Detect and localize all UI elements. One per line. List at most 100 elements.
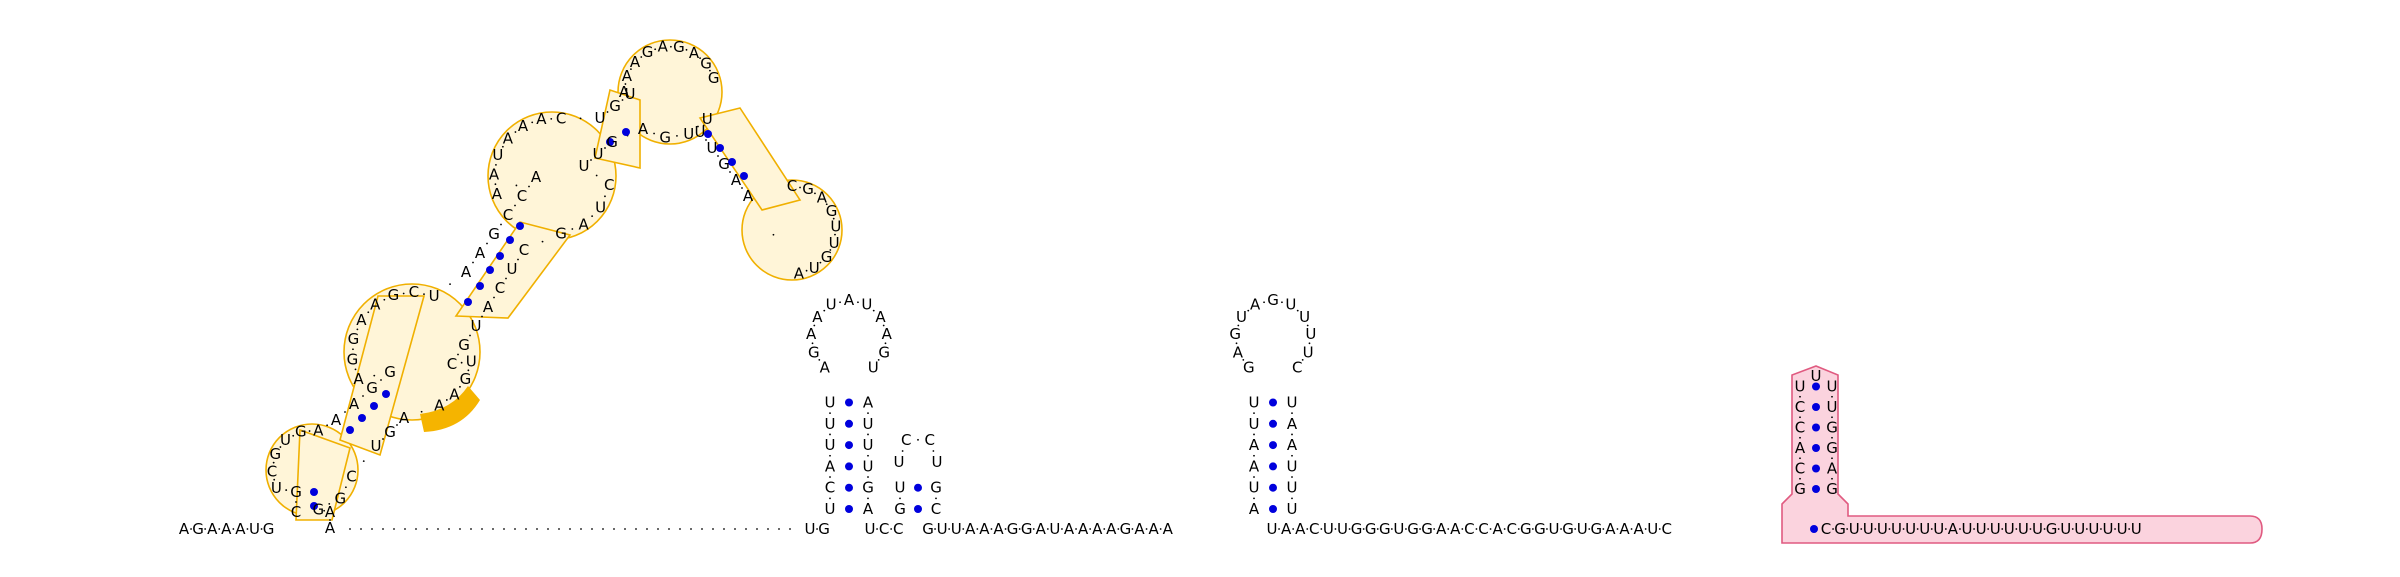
backbone-tick bbox=[935, 497, 937, 500]
nucleotide: G bbox=[1365, 520, 1377, 538]
backbone-tick bbox=[591, 528, 593, 530]
backbone-tick bbox=[260, 528, 263, 530]
backbone-tick bbox=[867, 412, 869, 415]
domain-2-outline bbox=[1781, 365, 2263, 544]
backbone-tick bbox=[514, 131, 517, 133]
backbone-tick bbox=[404, 528, 406, 530]
base-pair-dot bbox=[1812, 423, 1820, 432]
backbone-tick bbox=[789, 528, 791, 530]
nucleotide: U bbox=[595, 109, 606, 127]
nucleotide: A bbox=[1036, 520, 1047, 538]
backbone-tick bbox=[1278, 528, 1280, 530]
nucleotide: U bbox=[1863, 520, 1874, 538]
backbone-tick bbox=[272, 461, 275, 464]
nucleotide: G bbox=[609, 97, 621, 115]
backbone-tick bbox=[525, 528, 527, 530]
backbone-tick bbox=[1242, 358, 1245, 361]
backbone-tick bbox=[613, 528, 615, 530]
backbone-tick bbox=[834, 233, 836, 236]
nucleotide: G bbox=[1834, 520, 1846, 538]
backbone-tick bbox=[709, 69, 711, 72]
backbone-tick bbox=[1281, 301, 1283, 304]
base-pair-dot bbox=[496, 252, 504, 260]
nucleotide: A bbox=[812, 308, 823, 326]
backbone-tick bbox=[1831, 395, 1833, 398]
backbone-tick bbox=[934, 528, 936, 530]
base-pair-dot bbox=[1812, 403, 1820, 411]
backbone-tick bbox=[1348, 528, 1351, 530]
backbone-tick bbox=[2128, 528, 2131, 530]
nucleotide: A bbox=[844, 291, 855, 309]
nucleotide: A bbox=[820, 358, 831, 376]
nucleotide: G bbox=[700, 55, 712, 73]
backbone-tick bbox=[818, 358, 821, 361]
backbone-tick bbox=[884, 342, 887, 345]
backbone-tick bbox=[1973, 528, 1975, 530]
nucleotide: A bbox=[1281, 520, 1292, 538]
backbone-tick bbox=[373, 374, 376, 377]
backbone-tick bbox=[1799, 477, 1801, 480]
backbone-tick bbox=[1644, 528, 1647, 530]
backbone-tick bbox=[1263, 301, 1265, 304]
nucleotide: A bbox=[483, 298, 494, 316]
backbone-tick bbox=[653, 132, 655, 135]
backbone-tick bbox=[402, 292, 405, 295]
nucleotide: A bbox=[353, 370, 364, 388]
nucleotide: G bbox=[1421, 520, 1433, 538]
nucleotide: G bbox=[1826, 480, 1838, 498]
nucleotide: G bbox=[1007, 520, 1019, 538]
nucleotide: U bbox=[863, 415, 874, 433]
backbone-tick bbox=[669, 45, 672, 48]
nucleotide: U bbox=[2060, 520, 2071, 538]
backbone-tick bbox=[467, 369, 470, 372]
backbone-tick bbox=[1032, 528, 1035, 530]
backbone-tick bbox=[778, 528, 780, 530]
nucleotide: C bbox=[267, 462, 277, 480]
nucleotide: U bbox=[1287, 457, 1298, 475]
nucleotide: U bbox=[1337, 520, 1348, 538]
nucleotide: G bbox=[878, 343, 890, 361]
nucleotide: G bbox=[1379, 520, 1391, 538]
nucleotide: A bbox=[1106, 520, 1117, 538]
backbone-tick bbox=[685, 48, 688, 51]
nucleotide: G bbox=[1407, 520, 1419, 538]
nucleotide: U bbox=[1249, 394, 1260, 412]
backbone-tick bbox=[1602, 528, 1605, 530]
backbone-tick bbox=[1987, 528, 1990, 530]
base-pair-dot bbox=[310, 488, 318, 496]
backbone-tick bbox=[470, 528, 472, 530]
backbone-tick bbox=[1799, 395, 1801, 398]
nucleotide: U bbox=[868, 358, 879, 376]
backbone-tick bbox=[1630, 528, 1633, 530]
nucleotide: U bbox=[932, 453, 943, 471]
backbone-tick bbox=[1390, 528, 1393, 530]
nucleotide: A bbox=[331, 411, 342, 429]
nucleotide: U bbox=[1877, 520, 1888, 538]
base-pair-dot bbox=[845, 419, 853, 428]
backbone-tick bbox=[1061, 528, 1063, 530]
base-pair-dot bbox=[704, 130, 712, 138]
backbone-tick bbox=[606, 111, 609, 113]
nucleotide: C bbox=[879, 520, 889, 538]
base-pair-dot bbox=[845, 441, 853, 450]
nucleotide: U bbox=[1827, 398, 1838, 416]
nucleotide: C bbox=[1506, 520, 1516, 538]
backbone-tick bbox=[1306, 324, 1309, 327]
nucleotide: A bbox=[1134, 520, 1145, 538]
nucleotide: A bbox=[689, 44, 700, 62]
nucleotide: A bbox=[356, 311, 367, 329]
backbone-tick bbox=[517, 258, 519, 261]
backbone-tick bbox=[423, 293, 425, 296]
backbone-tick bbox=[1447, 528, 1450, 530]
backbone-tick bbox=[1306, 528, 1309, 530]
base-pair-dot bbox=[370, 402, 378, 410]
nucleotide: U bbox=[1827, 378, 1838, 396]
nucleotide: A bbox=[531, 168, 542, 186]
nucleotide: A bbox=[622, 67, 633, 85]
backbone-tick bbox=[382, 438, 384, 440]
backbone-tick bbox=[814, 192, 816, 195]
backbone-tick bbox=[2100, 528, 2102, 530]
backbone-tick bbox=[823, 309, 826, 312]
backbone-tick bbox=[505, 277, 507, 280]
backbone-tick bbox=[1860, 528, 1863, 530]
